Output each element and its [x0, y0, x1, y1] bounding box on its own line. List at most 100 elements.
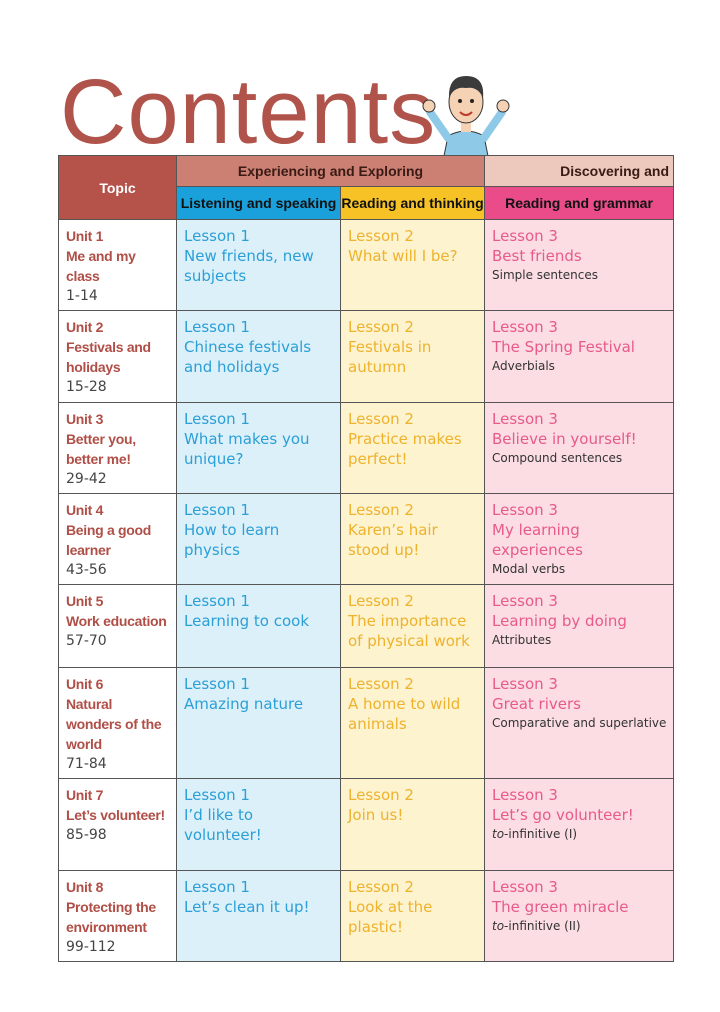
grammar-text: Compound sentences	[492, 451, 623, 465]
unit-number: Unit 5	[66, 593, 104, 609]
lesson-title: The Spring Festival	[492, 338, 635, 356]
lesson-label: Lesson 1	[184, 501, 250, 519]
lesson-cell: Lesson 2 Look at the plastic!	[340, 870, 485, 962]
grammar-text: Attributes	[492, 633, 552, 647]
unit-pages: 1-14	[66, 288, 98, 304]
unit-row: Unit 6 Natural wonders of the world 71-84 L…	[58, 667, 674, 779]
lesson-title: How to learn physics	[184, 521, 280, 559]
topic-cell: Unit 5 Work education 57-70	[58, 584, 177, 668]
lesson-label: Lesson 1	[184, 878, 250, 896]
unit-title: Me and my class	[66, 248, 136, 284]
lesson-cell: Lesson 1 How to learn physics	[176, 493, 341, 585]
topic-header: Topic	[58, 155, 177, 220]
lesson-label: Lesson 3	[492, 227, 558, 245]
lesson-cell: Lesson 1 I’d like to volunteer!	[176, 778, 341, 871]
lesson-label: Lesson 1	[184, 410, 250, 428]
boy-illustration	[422, 76, 510, 156]
lesson-label: Lesson 3	[492, 675, 558, 693]
unit-pages: 71-84	[66, 756, 107, 772]
unit-number: Unit 8	[66, 879, 104, 895]
lesson-title: Practice makes perfect!	[348, 430, 462, 468]
unit-title: Being a good learner	[66, 522, 152, 558]
lesson-cell: Lesson 3 Let’s go volunteer! to-infinitive…	[484, 778, 674, 871]
lesson-cell: Lesson 2 The importance of physical work	[340, 584, 485, 668]
lesson-cell: Lesson 2 Karen’s hair stood up!	[340, 493, 485, 585]
lesson-label: Lesson 3	[492, 410, 558, 428]
topic-cell: Unit 2 Festivals and holidays 15-28	[58, 310, 177, 403]
topic-cell: Unit 6 Natural wonders of the world 71-84	[58, 667, 177, 779]
grammar-text: to	[492, 919, 505, 933]
unit-pages: 57-70	[66, 633, 107, 649]
lesson-label: Lesson 3	[492, 786, 558, 804]
lesson-cell: Lesson 2 A home to wild animals	[340, 667, 485, 779]
unit-row: Unit 5 Work education 57-70 Lesson 1 Learnin…	[58, 584, 674, 668]
lesson-title: Chinese festivals and holidays	[184, 338, 312, 376]
unit-title: Better you, better me!	[66, 431, 136, 467]
lesson-title: Amazing nature	[184, 695, 304, 713]
lesson-label: Lesson 2	[348, 410, 414, 428]
lesson-cell: Lesson 1 New friends, new subjects	[176, 219, 341, 311]
lesson-title: What will I be?	[348, 247, 458, 265]
unit-number: Unit 7	[66, 787, 104, 803]
unit-pages: 99-112	[66, 939, 116, 955]
unit-row: Unit 7 Let’s volunteer! 85-98 Lesson 1 I’d l…	[58, 778, 674, 871]
lesson-cell: Lesson 3 Best friends Simple sentences	[484, 219, 674, 311]
column-header: Reading and grammar	[484, 186, 674, 220]
topic-cell: Unit 3 Better you, better me! 29-42	[58, 402, 177, 494]
lesson-cell: Lesson 1 Learning to cook	[176, 584, 341, 668]
lesson-label: Lesson 1	[184, 786, 250, 804]
lesson-title: Best friends	[492, 247, 582, 265]
unit-number: Unit 4	[66, 502, 104, 518]
grammar-topic: Compound sentences	[492, 449, 668, 467]
lesson-label: Lesson 2	[348, 675, 414, 693]
lesson-label: Lesson 2	[348, 786, 414, 804]
group-header: Experiencing and Exploring	[176, 155, 485, 187]
page-title: Contents	[60, 61, 437, 163]
lesson-title: A home to wild animals	[348, 695, 461, 733]
lesson-title: Look at the plastic!	[348, 898, 433, 936]
lesson-cell: Lesson 3 Believe in yourself! Compound sen…	[484, 402, 674, 494]
lesson-cell: Lesson 3 My learning experiences Modal ver…	[484, 493, 674, 585]
grammar-text: Modal verbs	[492, 562, 566, 576]
grammar-text: -infinitive (II)	[504, 919, 581, 933]
column-header: Reading and thinking	[340, 186, 485, 220]
lesson-title: What makes you unique?	[184, 430, 310, 468]
lesson-label: Lesson 1	[184, 592, 250, 610]
lesson-label: Lesson 2	[348, 592, 414, 610]
grammar-text: Simple sentences	[492, 268, 598, 282]
lesson-cell: Lesson 3 Great rivers Comparative and supe…	[484, 667, 674, 779]
lesson-label: Lesson 2	[348, 318, 414, 336]
lesson-title: Let’s clean it up!	[184, 898, 310, 916]
lesson-title: Karen’s hair stood up!	[348, 521, 438, 559]
lesson-cell: Lesson 2 Join us!	[340, 778, 485, 871]
unit-number: Unit 2	[66, 319, 104, 335]
grammar-topic: to-infinitive (I)	[492, 825, 668, 843]
topic-cell: Unit 8 Protecting the environment 99-112	[58, 870, 177, 962]
lesson-title: The green miracle	[492, 898, 629, 916]
lesson-cell: Lesson 1 Amazing nature	[176, 667, 341, 779]
unit-title: Let’s volunteer!	[66, 807, 165, 823]
lesson-label: Lesson 1	[184, 227, 250, 245]
unit-row: Unit 4 Being a good learner 43-56 Lesson 1 H…	[58, 493, 674, 585]
lesson-cell: Lesson 1 What makes you unique?	[176, 402, 341, 494]
lesson-title: Great rivers	[492, 695, 581, 713]
grammar-text: -infinitive (I)	[504, 827, 578, 841]
grammar-topic: Comparative and superlative	[492, 714, 668, 732]
grammar-text: Adverbials	[492, 359, 555, 373]
lesson-cell: Lesson 2 Practice makes perfect!	[340, 402, 485, 494]
unit-pages: 15-28	[66, 379, 107, 395]
lesson-label: Lesson 2	[348, 227, 414, 245]
topic-cell: Unit 4 Being a good learner 43-56	[58, 493, 177, 585]
unit-pages: 29-42	[66, 471, 107, 487]
lesson-cell: Lesson 1 Chinese festivals and holidays	[176, 310, 341, 403]
lesson-label: Lesson 3	[492, 501, 558, 519]
unit-row: Unit 8 Protecting the environment 99-112 Le…	[58, 870, 674, 962]
lesson-title: My learning experiences	[492, 521, 583, 559]
lesson-title: I’d like to volunteer!	[184, 806, 262, 844]
grammar-topic: Adverbials	[492, 357, 668, 375]
lesson-label: Lesson 1	[184, 675, 250, 693]
lesson-cell: Lesson 3 The Spring Festival Adverbials	[484, 310, 674, 403]
lesson-label: Lesson 1	[184, 318, 250, 336]
